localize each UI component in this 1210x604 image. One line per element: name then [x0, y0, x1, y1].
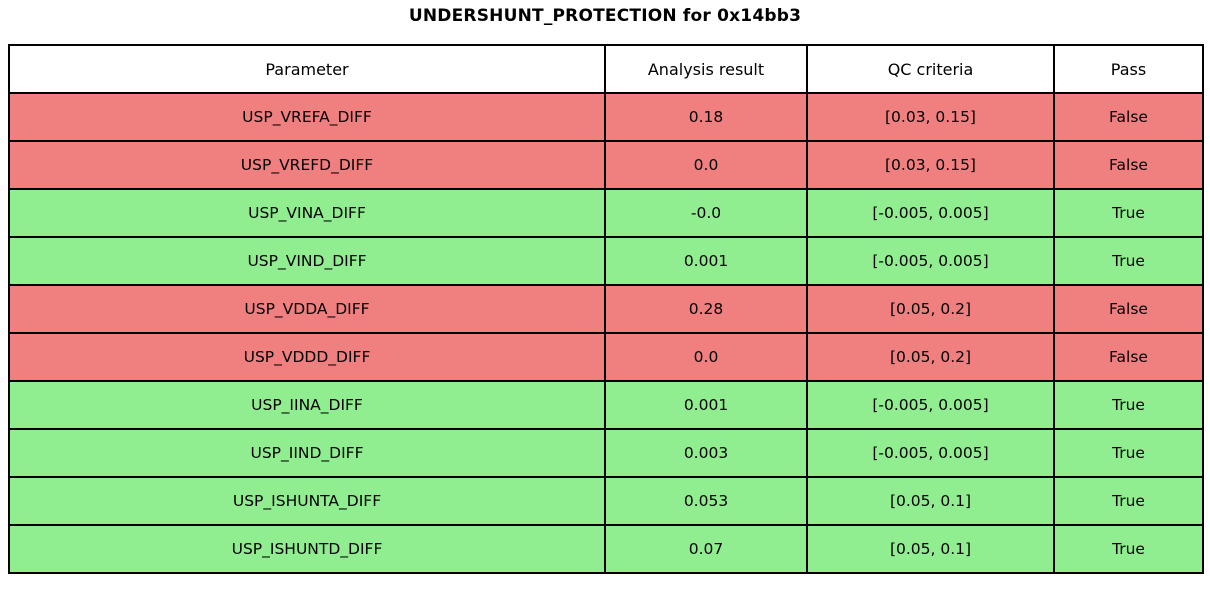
cell-parameter: USP_IIND_DIFF — [8, 428, 606, 478]
table-row: USP_VDDD_DIFF 0.0 [0.05, 0.2] False — [8, 332, 1204, 382]
column-header-pass: Pass — [1053, 44, 1204, 94]
cell-analysis-result: 0.28 — [604, 284, 808, 334]
cell-analysis-result: 0.0 — [604, 140, 808, 190]
cell-qc-criteria: [-0.005, 0.005] — [806, 188, 1055, 238]
cell-parameter: USP_IINA_DIFF — [8, 380, 606, 430]
cell-pass: True — [1053, 476, 1204, 526]
table-row: USP_IIND_DIFF 0.003 [-0.005, 0.005] True — [8, 428, 1204, 478]
column-header-qc-criteria: QC criteria — [806, 44, 1055, 94]
table-body: USP_VREFA_DIFF 0.18 [0.03, 0.15] False USP_V… — [8, 92, 1204, 574]
cell-parameter: USP_VDDD_DIFF — [8, 332, 606, 382]
cell-qc-criteria: [0.03, 0.15] — [806, 140, 1055, 190]
cell-pass: True — [1053, 188, 1204, 238]
cell-parameter: USP_VINA_DIFF — [8, 188, 606, 238]
cell-qc-criteria: [-0.005, 0.005] — [806, 380, 1055, 430]
table-row: USP_VIND_DIFF 0.001 [-0.005, 0.005] True — [8, 236, 1204, 286]
cell-pass: True — [1053, 236, 1204, 286]
table-row: USP_ISHUNTD_DIFF 0.07 [0.05, 0.1] True — [8, 524, 1204, 574]
table-row: USP_ISHUNTA_DIFF 0.053 [0.05, 0.1] True — [8, 476, 1204, 526]
column-header-parameter: Parameter — [8, 44, 606, 94]
figure-title: UNDERSHUNT_PROTECTION for 0x14bb3 — [408, 6, 802, 26]
cell-analysis-result: 0.001 — [604, 236, 808, 286]
table-header: Parameter Analysis result QC criteria Pa… — [8, 44, 1204, 94]
qc-results-table: Parameter Analysis result QC criteria Pa… — [8, 44, 1204, 574]
cell-analysis-result: 0.001 — [604, 380, 808, 430]
table-row: USP_VDDA_DIFF 0.28 [0.05, 0.2] False — [8, 284, 1204, 334]
cell-parameter: USP_VREFA_DIFF — [8, 92, 606, 142]
cell-parameter: USP_ISHUNTA_DIFF — [8, 476, 606, 526]
cell-pass: False — [1053, 332, 1204, 382]
cell-analysis-result: 0.003 — [604, 428, 808, 478]
cell-qc-criteria: [0.03, 0.15] — [806, 92, 1055, 142]
cell-parameter: USP_VREFD_DIFF — [8, 140, 606, 190]
cell-analysis-result: 0.0 — [604, 332, 808, 382]
table-row: USP_VREFD_DIFF 0.0 [0.03, 0.15] False — [8, 140, 1204, 190]
cell-qc-criteria: [0.05, 0.2] — [806, 284, 1055, 334]
cell-analysis-result: 0.18 — [604, 92, 808, 142]
cell-pass: False — [1053, 140, 1204, 190]
cell-qc-criteria: [0.05, 0.1] — [806, 524, 1055, 574]
cell-pass: True — [1053, 524, 1204, 574]
cell-parameter: USP_VIND_DIFF — [8, 236, 606, 286]
cell-pass: True — [1053, 428, 1204, 478]
table-row: USP_VINA_DIFF -0.0 [-0.005, 0.005] True — [8, 188, 1204, 238]
cell-pass: True — [1053, 380, 1204, 430]
cell-qc-criteria: [0.05, 0.2] — [806, 332, 1055, 382]
table-row: USP_IINA_DIFF 0.001 [-0.005, 0.005] True — [8, 380, 1204, 430]
cell-qc-criteria: [-0.005, 0.005] — [806, 428, 1055, 478]
column-header-analysis-result: Analysis result — [604, 44, 808, 94]
cell-pass: False — [1053, 92, 1204, 142]
cell-qc-criteria: [-0.005, 0.005] — [806, 236, 1055, 286]
cell-analysis-result: -0.0 — [604, 188, 808, 238]
cell-pass: False — [1053, 284, 1204, 334]
table-row: USP_VREFA_DIFF 0.18 [0.03, 0.15] False — [8, 92, 1204, 142]
header-row: Parameter Analysis result QC criteria Pa… — [8, 44, 1204, 94]
cell-analysis-result: 0.07 — [604, 524, 808, 574]
cell-analysis-result: 0.053 — [604, 476, 808, 526]
cell-parameter: USP_ISHUNTD_DIFF — [8, 524, 606, 574]
cell-qc-criteria: [0.05, 0.1] — [806, 476, 1055, 526]
cell-parameter: USP_VDDA_DIFF — [8, 284, 606, 334]
